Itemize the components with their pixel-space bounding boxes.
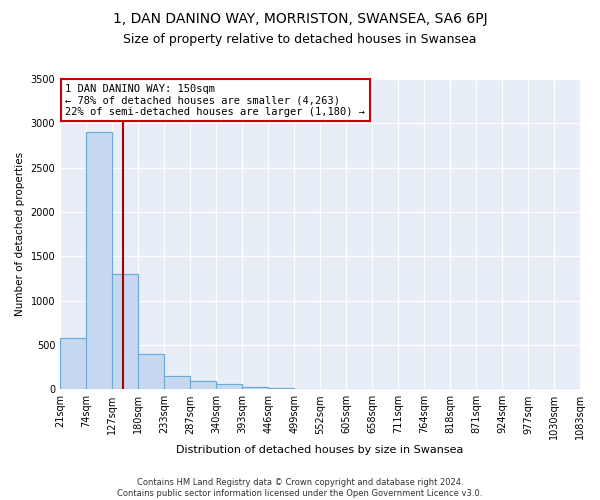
Bar	[60, 338, 86, 390]
Bar	[86, 132, 112, 390]
Text: Contains HM Land Registry data © Crown copyright and database right 2024.
Contai: Contains HM Land Registry data © Crown c…	[118, 478, 482, 498]
Bar	[294, 388, 320, 390]
Bar	[138, 354, 164, 390]
Bar	[242, 386, 268, 390]
Bar	[60, 338, 86, 390]
Bar	[112, 274, 138, 390]
Bar	[242, 386, 268, 390]
Bar	[268, 388, 294, 390]
Bar	[217, 384, 242, 390]
Bar	[217, 384, 242, 390]
Bar	[294, 388, 320, 390]
Bar	[86, 132, 112, 390]
Y-axis label: Number of detached properties: Number of detached properties	[15, 152, 25, 316]
Bar	[164, 376, 190, 390]
Text: Size of property relative to detached houses in Swansea: Size of property relative to detached ho…	[123, 32, 477, 46]
Bar	[190, 382, 217, 390]
Text: 1, DAN DANINO WAY, MORRISTON, SWANSEA, SA6 6PJ: 1, DAN DANINO WAY, MORRISTON, SWANSEA, S…	[113, 12, 487, 26]
Bar	[190, 382, 217, 390]
X-axis label: Distribution of detached houses by size in Swansea: Distribution of detached houses by size …	[176, 445, 464, 455]
Bar	[164, 376, 190, 390]
Bar	[138, 354, 164, 390]
Bar	[112, 274, 138, 390]
Text: 1 DAN DANINO WAY: 150sqm
← 78% of detached houses are smaller (4,263)
22% of sem: 1 DAN DANINO WAY: 150sqm ← 78% of detach…	[65, 84, 365, 117]
Bar	[268, 388, 294, 390]
